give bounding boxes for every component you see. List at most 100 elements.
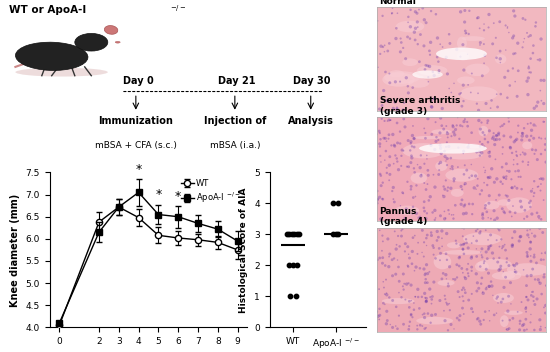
Point: [505, 317, 514, 323]
Ellipse shape: [384, 71, 420, 84]
Ellipse shape: [417, 65, 447, 75]
Point: [429, 245, 438, 251]
Ellipse shape: [457, 76, 475, 84]
Point: [443, 131, 452, 137]
Point: [404, 14, 412, 20]
Point: [522, 250, 531, 255]
Point: [541, 310, 550, 316]
Point: [469, 233, 478, 239]
Point: [541, 325, 550, 331]
Point: [531, 302, 540, 307]
Point: [521, 316, 530, 322]
Ellipse shape: [460, 86, 498, 101]
Point: [287, 232, 296, 237]
Point: [514, 168, 523, 174]
Point: [459, 285, 468, 291]
Point: [453, 262, 461, 268]
Point: [499, 284, 508, 290]
Point: [414, 240, 422, 245]
Point: [385, 40, 394, 46]
Point: [458, 242, 467, 247]
Point: [459, 311, 468, 317]
Text: mBSA + CFA (s.c.): mBSA + CFA (s.c.): [95, 141, 177, 150]
Point: [420, 199, 428, 205]
Point: [451, 127, 460, 132]
Point: [522, 30, 531, 36]
Point: [501, 275, 510, 280]
Point: [409, 235, 417, 240]
Point: [391, 79, 400, 84]
Point: [425, 269, 434, 275]
Point: [386, 154, 394, 159]
Point: [490, 130, 498, 136]
Point: [461, 276, 470, 281]
Point: [518, 159, 527, 164]
Ellipse shape: [395, 206, 419, 215]
Point: [390, 143, 399, 149]
Point: [497, 299, 505, 305]
Point: [492, 133, 501, 139]
Ellipse shape: [447, 242, 461, 249]
Point: [373, 200, 382, 206]
Ellipse shape: [495, 54, 507, 64]
Point: [459, 246, 468, 252]
Point: [502, 47, 510, 53]
Point: [375, 317, 383, 322]
Point: [527, 188, 536, 194]
Point: [507, 214, 516, 219]
Point: [408, 155, 416, 161]
Point: [411, 25, 420, 31]
Point: [461, 290, 470, 296]
Point: [421, 295, 430, 301]
Point: [459, 270, 468, 276]
Point: [498, 206, 507, 212]
Point: [403, 83, 412, 89]
Point: [434, 167, 443, 173]
Point: [506, 280, 515, 285]
Point: [513, 40, 522, 46]
Point: [502, 176, 510, 182]
Point: [293, 232, 301, 237]
Point: [539, 197, 548, 203]
Point: [334, 201, 343, 206]
Point: [385, 162, 394, 168]
Point: [429, 252, 438, 258]
Point: [439, 308, 448, 314]
Point: [379, 285, 388, 290]
Point: [434, 59, 443, 64]
Point: [518, 130, 527, 136]
Point: [432, 139, 441, 144]
Point: [424, 116, 432, 121]
Point: [386, 322, 395, 327]
Point: [286, 294, 295, 299]
Point: [399, 271, 408, 277]
Point: [393, 326, 402, 332]
Point: [535, 216, 543, 221]
Point: [506, 144, 515, 150]
Point: [459, 247, 468, 252]
Point: [424, 63, 432, 69]
Point: [397, 295, 406, 300]
Point: [541, 136, 550, 142]
Point: [490, 142, 499, 147]
Point: [475, 118, 483, 123]
Point: [438, 244, 447, 249]
Point: [381, 263, 389, 268]
Point: [442, 272, 450, 277]
Point: [407, 153, 416, 159]
Point: [392, 36, 400, 41]
Point: [519, 15, 527, 21]
Ellipse shape: [475, 262, 489, 271]
Point: [493, 226, 502, 232]
Point: [389, 161, 398, 166]
Point: [377, 248, 386, 253]
Point: [410, 144, 419, 150]
Point: [376, 171, 384, 177]
Point: [415, 265, 424, 271]
Ellipse shape: [437, 280, 455, 286]
Point: [420, 126, 428, 131]
Point: [520, 151, 529, 157]
Point: [398, 226, 407, 232]
Point: [483, 256, 492, 262]
Point: [455, 317, 464, 323]
